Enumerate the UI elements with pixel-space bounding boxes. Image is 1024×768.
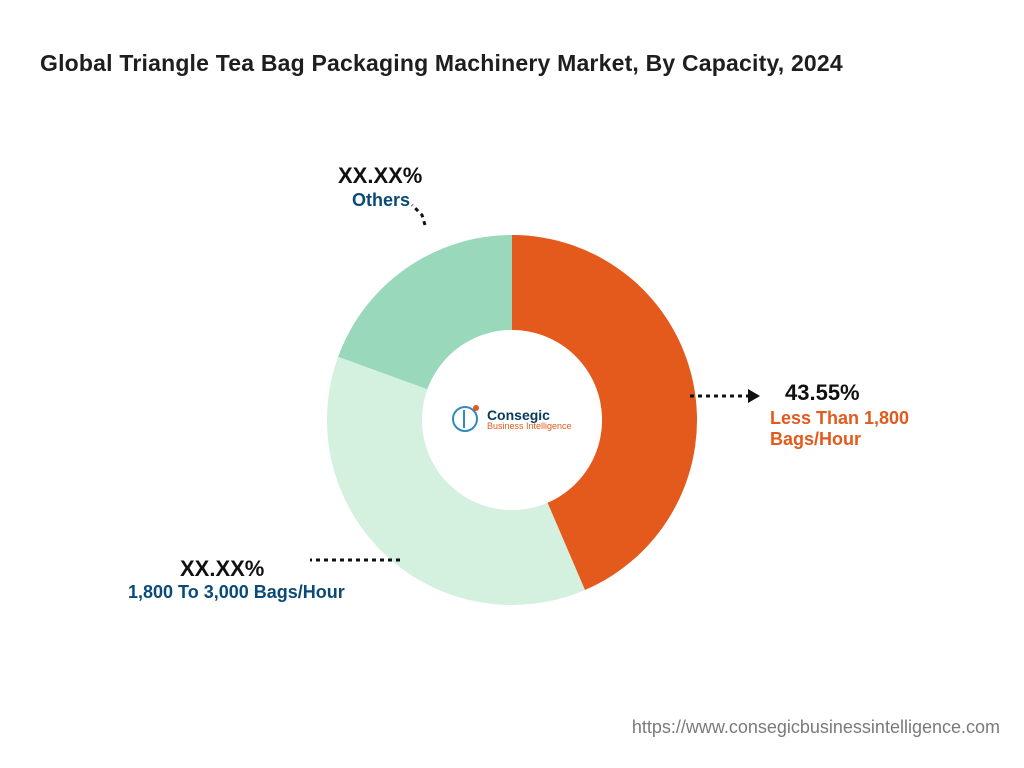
logo-mark-icon	[452, 406, 478, 432]
logo-text: Consegic Business Intelligence	[487, 408, 572, 431]
slice-label: Others	[352, 190, 472, 211]
slice-percent: XX.XX%	[338, 163, 422, 189]
slice-percent: 43.55%	[785, 380, 860, 406]
arrow-right-icon	[748, 389, 760, 403]
logo-line2: Business Intelligence	[487, 422, 572, 431]
slice-label: Less Than 1,800 Bags/Hour	[770, 408, 960, 450]
slice-percent: XX.XX%	[180, 556, 264, 582]
slice-label: 1,800 To 3,000 Bags/Hour	[128, 582, 388, 603]
logo-line1: Consegic	[487, 408, 572, 422]
center-logo: Consegic Business Intelligence	[450, 406, 574, 432]
footer-url: https://www.consegicbusinessintelligence…	[632, 717, 1000, 738]
canvas: Global Triangle Tea Bag Packaging Machin…	[0, 0, 1024, 768]
donut-chart	[0, 0, 1024, 768]
